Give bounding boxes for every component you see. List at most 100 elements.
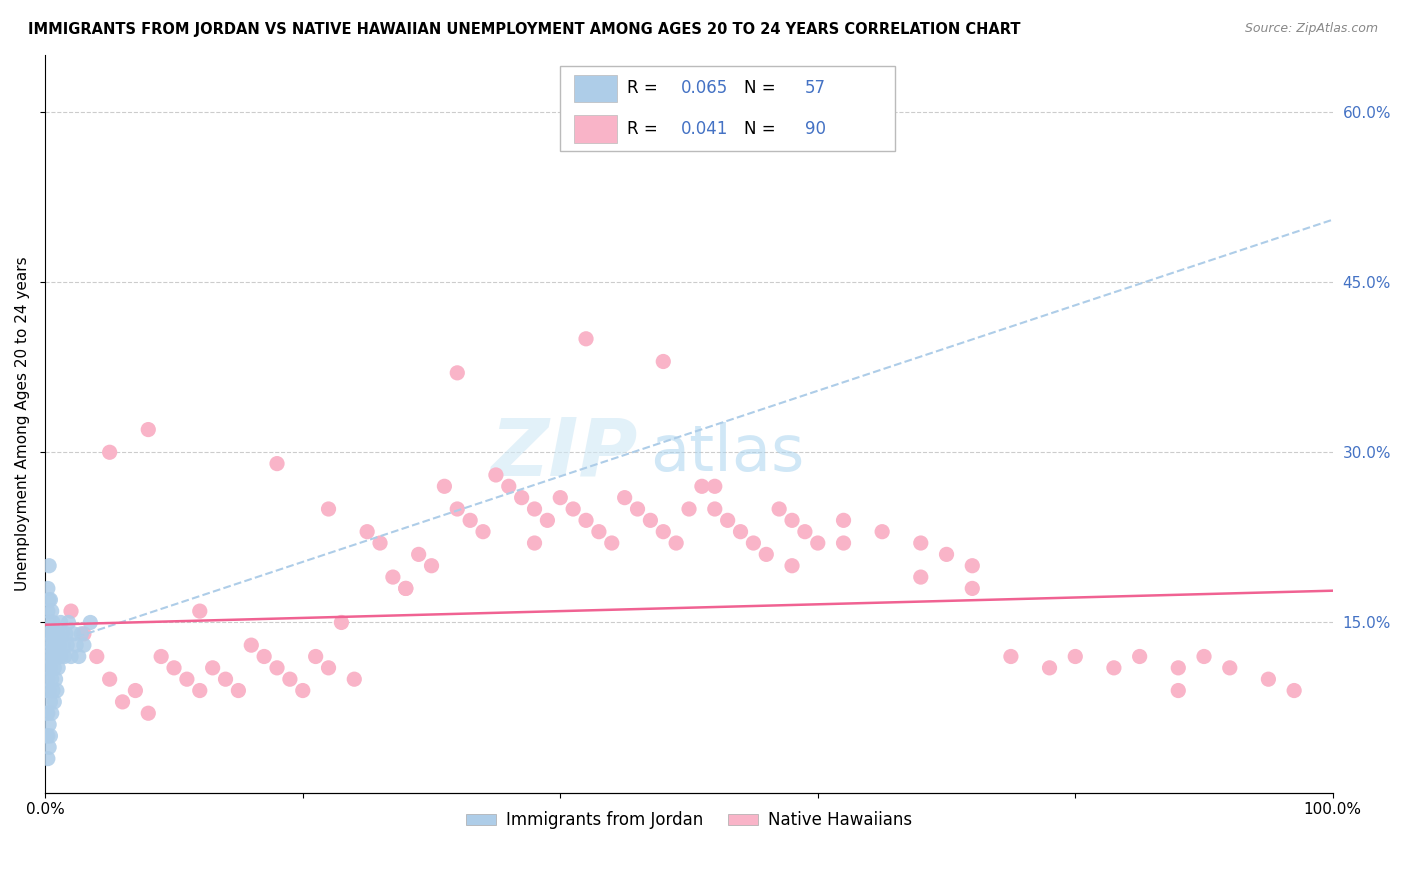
Point	[768, 502, 790, 516]
Point	[163, 661, 186, 675]
Point	[48, 638, 70, 652]
Point	[962, 558, 984, 573]
Point	[291, 683, 314, 698]
Point	[73, 638, 96, 652]
Legend: Immigrants from Jordan, Native Hawaiians: Immigrants from Jordan, Native Hawaiians	[460, 805, 920, 836]
Point	[188, 683, 211, 698]
Point	[228, 683, 250, 698]
Point	[49, 615, 72, 630]
Point	[1000, 649, 1022, 664]
Point	[381, 570, 404, 584]
Point	[38, 717, 60, 731]
Point	[266, 661, 288, 675]
Point	[755, 548, 778, 562]
Point	[665, 536, 688, 550]
Point	[62, 627, 84, 641]
Point	[42, 683, 65, 698]
Point	[935, 548, 957, 562]
Point	[38, 558, 60, 573]
Point	[35, 661, 58, 675]
Point	[44, 661, 66, 675]
Point	[42, 615, 65, 630]
Point	[60, 649, 83, 664]
Point	[1167, 683, 1189, 698]
Point	[79, 615, 101, 630]
Text: Source: ZipAtlas.com: Source: ZipAtlas.com	[1244, 22, 1378, 36]
Point	[37, 706, 59, 721]
Point	[67, 649, 90, 664]
Point	[870, 524, 893, 539]
Point	[588, 524, 610, 539]
Text: atlas: atlas	[651, 423, 804, 484]
Y-axis label: Unemployment Among Ages 20 to 24 years: Unemployment Among Ages 20 to 24 years	[15, 257, 30, 591]
Point	[38, 683, 60, 698]
Point	[37, 649, 59, 664]
Point	[1102, 661, 1125, 675]
Point	[37, 729, 59, 743]
Point	[46, 661, 69, 675]
Point	[640, 513, 662, 527]
Point	[703, 502, 725, 516]
Point	[42, 649, 65, 664]
Point	[408, 548, 430, 562]
Point	[45, 683, 67, 698]
Point	[111, 695, 134, 709]
Point	[703, 479, 725, 493]
Point	[51, 627, 73, 641]
Point	[278, 672, 301, 686]
Point	[832, 536, 855, 550]
Point	[37, 604, 59, 618]
Point	[37, 751, 59, 765]
Point	[305, 649, 328, 664]
Point	[98, 672, 121, 686]
Point	[44, 695, 66, 709]
Point	[37, 582, 59, 596]
Point	[446, 366, 468, 380]
Point	[730, 524, 752, 539]
Point	[41, 706, 63, 721]
Point	[65, 638, 87, 652]
Point	[136, 706, 159, 721]
Point	[38, 592, 60, 607]
Point	[510, 491, 533, 505]
Point	[45, 672, 67, 686]
Point	[562, 502, 585, 516]
Point	[136, 423, 159, 437]
Point	[39, 661, 62, 675]
Point	[742, 536, 765, 550]
Point	[41, 672, 63, 686]
Point	[1167, 661, 1189, 675]
Point	[962, 582, 984, 596]
Point	[368, 536, 391, 550]
Point	[49, 649, 72, 664]
Point	[1192, 649, 1215, 664]
Point	[46, 627, 69, 641]
Point	[38, 740, 60, 755]
Point	[37, 672, 59, 686]
Point	[717, 513, 740, 527]
Point	[523, 536, 546, 550]
Point	[60, 604, 83, 618]
Point	[1129, 649, 1152, 664]
Point	[73, 627, 96, 641]
Point	[1064, 649, 1087, 664]
Point	[395, 582, 418, 596]
Point	[343, 672, 366, 686]
Point	[832, 513, 855, 527]
Point	[70, 627, 93, 641]
Point	[253, 649, 276, 664]
Point	[56, 638, 79, 652]
Point	[318, 661, 340, 675]
Point	[318, 502, 340, 516]
Point	[214, 672, 236, 686]
Point	[44, 627, 66, 641]
Point	[575, 332, 598, 346]
Point	[38, 649, 60, 664]
Point	[472, 524, 495, 539]
Point	[548, 491, 571, 505]
Point	[53, 649, 76, 664]
Point	[41, 604, 63, 618]
Point	[39, 729, 62, 743]
Point	[176, 672, 198, 686]
Point	[523, 502, 546, 516]
